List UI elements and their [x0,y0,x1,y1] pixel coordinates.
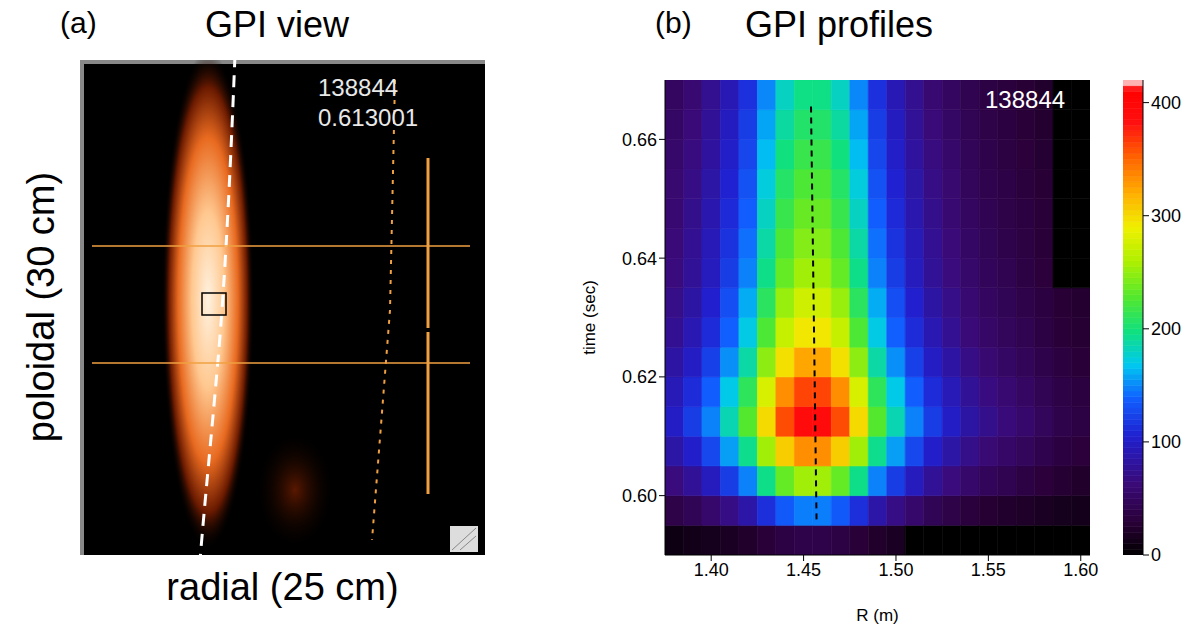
svg-text:200: 200 [1151,319,1181,339]
svg-text:0: 0 [1151,545,1161,565]
svg-text:100: 100 [1151,432,1181,452]
svg-text:0.613001: 0.613001 [318,104,418,131]
svg-text:1.45: 1.45 [786,560,821,580]
html-text:138844: 138844 [985,86,1066,113]
svg-text:1.40: 1.40 [694,560,729,580]
svg-text:0.66: 0.66 [622,130,657,150]
svg-text:0.60: 0.60 [622,486,657,506]
svg-text:300: 300 [1151,206,1181,226]
html-text:radial (25 cm): radial (25 cm) [166,566,399,608]
svg-text:0.64: 0.64 [622,249,657,269]
html-text:(b): (b) [655,6,692,39]
svg-text:400: 400 [1151,93,1181,113]
html-text:GPI view: GPI view [205,4,349,45]
svg-text:time (sec): time (sec) [580,280,599,355]
svg-text:138844: 138844 [318,74,398,101]
svg-text:R (m): R (m) [856,606,898,625]
html-text:GPI profiles: GPI profiles [745,4,934,45]
svg-text:1.50: 1.50 [878,560,913,580]
html-text:(a): (a) [60,6,97,39]
svg-text:poloidal (30 cm): poloidal (30 cm) [20,172,62,442]
svg-text:0.62: 0.62 [622,367,657,387]
svg-text:1.55: 1.55 [971,560,1006,580]
svg-text:1.60: 1.60 [1063,560,1098,580]
